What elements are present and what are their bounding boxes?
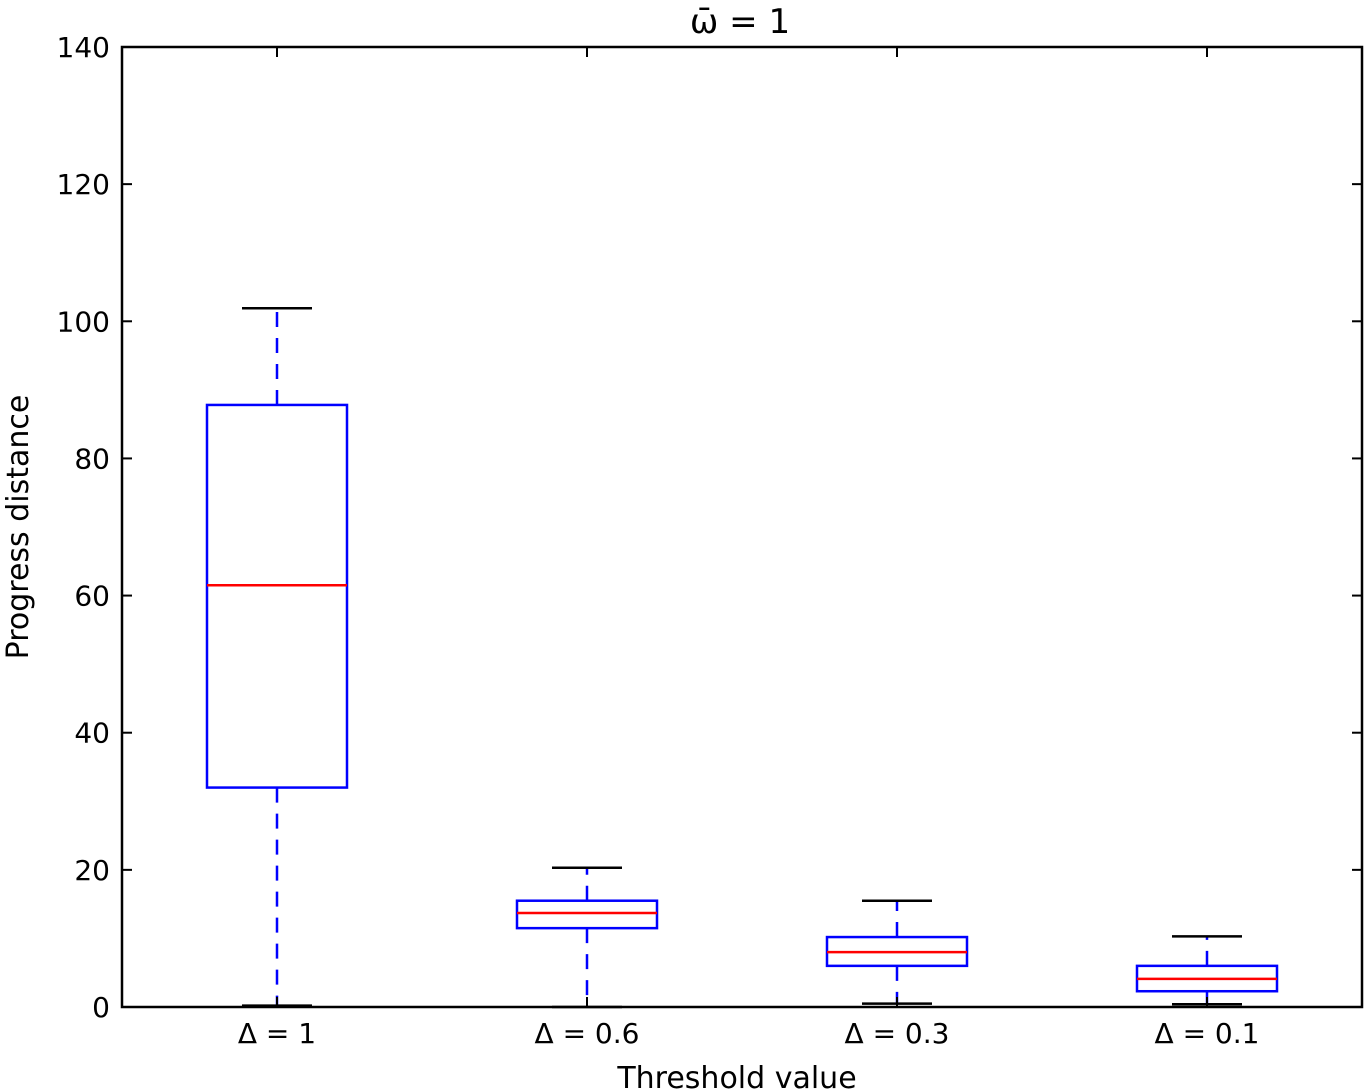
y-tick-label: 140	[57, 31, 110, 64]
y-tick-label: 80	[74, 442, 110, 475]
y-tick-label: 20	[74, 854, 110, 887]
y-tick-label: 60	[74, 580, 110, 613]
box	[205, 403, 349, 789]
x-axis-title: Threshold value	[616, 1061, 856, 1092]
axis-ticks: 0 20 40 60 80 100 120 140 Δ = 1 Δ = 0.6 Δ = 0.3 Δ =…	[57, 31, 1362, 1050]
x-tick-label: Δ = 0.6	[535, 1017, 640, 1050]
x-tick-label: Δ = 0.3	[845, 1017, 950, 1050]
plot-area-frame	[120, 45, 1364, 1009]
y-tick-label: 0	[92, 991, 110, 1024]
y-tick-label: 40	[74, 717, 110, 750]
x-tick-label: Δ = 1	[238, 1017, 316, 1050]
box	[515, 899, 659, 930]
y-tick-label: 120	[57, 168, 110, 201]
x-tick-label: Δ = 0.1	[1155, 1017, 1260, 1050]
y-tick-label: 100	[57, 305, 110, 338]
y-axis-title: Progress distance	[1, 395, 36, 660]
chart-title: ω̄ = 1	[690, 2, 790, 42]
chart-marks	[205, 307, 1279, 1009]
